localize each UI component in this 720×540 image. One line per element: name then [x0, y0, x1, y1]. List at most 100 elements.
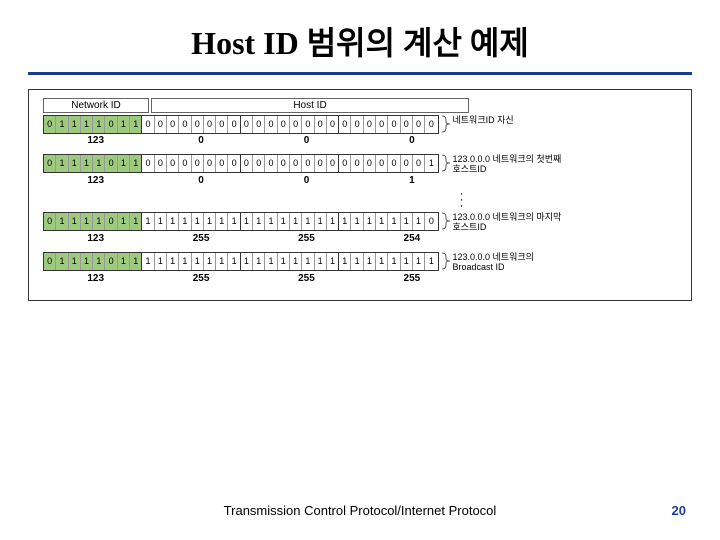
bit-cell: 0: [265, 116, 277, 133]
bit-cell: 0: [105, 253, 117, 270]
decimal-row: 123255255254: [43, 233, 685, 244]
bit-cell: 1: [413, 213, 425, 230]
bit-cell: 1: [364, 253, 376, 270]
decimal-value: 255: [359, 273, 464, 284]
decimal-value: 123: [43, 135, 148, 146]
header-network-id: Network ID: [43, 98, 149, 113]
bit-cell: 1: [118, 155, 130, 172]
bit-cell: 1: [290, 253, 302, 270]
footer-text: Transmission Control Protocol/Internet P…: [0, 503, 720, 518]
bit-cell: 0: [253, 116, 265, 133]
bit-cell: 0: [253, 155, 265, 172]
bit-cell: 1: [118, 253, 130, 270]
bit-cell: 0: [376, 155, 388, 172]
brace-icon: [441, 115, 451, 132]
bit-cell: 1: [56, 116, 68, 133]
bit-cell: 1: [339, 253, 351, 270]
bit-cell: 1: [351, 253, 363, 270]
bit-cell: 1: [69, 213, 81, 230]
bit-cell: 1: [265, 213, 277, 230]
bit-cell: 0: [142, 116, 154, 133]
decimal-value: 0: [359, 135, 464, 146]
bit-cell: 0: [241, 155, 253, 172]
bit-cell: 1: [93, 253, 105, 270]
bit-cell: 0: [179, 155, 191, 172]
bit-cell: 1: [413, 253, 425, 270]
decimal-value: 123: [43, 175, 148, 186]
bit-cell: 0: [216, 155, 228, 172]
bit-cell: 0: [315, 155, 327, 172]
bit-cell: 1: [290, 213, 302, 230]
bit-cell: 0: [364, 155, 376, 172]
bit-cell: 1: [388, 253, 400, 270]
bit-row: 01111011000000000000000000000001 123.0.0.…: [39, 154, 685, 174]
bit-cell: 1: [253, 213, 265, 230]
bit-cell: 0: [302, 155, 314, 172]
decimal-value: 0: [254, 175, 359, 186]
bit-cell: 1: [265, 253, 277, 270]
bit-cell: 0: [241, 116, 253, 133]
bit-cell: 1: [302, 253, 314, 270]
decimal-row: 123001: [43, 175, 685, 186]
bit-cell: 1: [69, 155, 81, 172]
bit-cell: 1: [376, 213, 388, 230]
bit-cell: 1: [179, 213, 191, 230]
bit-cell: 1: [130, 155, 142, 172]
bits-container: 01111011000000000000000000000001: [43, 154, 439, 173]
bit-cell: 1: [351, 213, 363, 230]
row-label: 123.0.0.0 네트워크의 Broadcast ID: [453, 252, 563, 272]
title-rule: [28, 72, 692, 75]
bit-cell: 1: [130, 213, 142, 230]
bit-row: 01111011111111111111111111111110 123.0.0.…: [39, 212, 685, 232]
bit-cell: 0: [425, 213, 437, 230]
vertical-dots-icon: ···: [239, 190, 685, 208]
decimal-value: 0: [148, 175, 253, 186]
bit-cell: 1: [339, 213, 351, 230]
bit-cell: 0: [339, 116, 351, 133]
bit-cell: 1: [425, 155, 437, 172]
bit-cell: 0: [315, 116, 327, 133]
decimal-value: 1: [359, 175, 464, 186]
page-number: 20: [672, 503, 686, 518]
bit-cell: 0: [302, 116, 314, 133]
bit-cell: 0: [44, 155, 56, 172]
bit-cell: 1: [364, 213, 376, 230]
decimal-value: 123: [43, 233, 148, 244]
bit-cell: 1: [327, 253, 339, 270]
bit-cell: 1: [302, 213, 314, 230]
bit-cell: 1: [56, 253, 68, 270]
bit-cell: 0: [155, 116, 167, 133]
bit-cell: 0: [44, 116, 56, 133]
row-label: 123.0.0.0 네트워크의 첫번째 호스트ID: [453, 154, 563, 174]
bits-container: 01111011111111111111111111111111: [43, 252, 439, 271]
bit-cell: 1: [56, 213, 68, 230]
bits-container: 01111011111111111111111111111110: [43, 212, 439, 231]
bit-cell: 0: [327, 155, 339, 172]
bit-cell: 0: [105, 213, 117, 230]
bit-cell: 0: [216, 116, 228, 133]
bit-cell: 0: [228, 155, 240, 172]
bit-row: 01111011111111111111111111111111 123.0.0.…: [39, 252, 685, 272]
bit-cell: 0: [228, 116, 240, 133]
bit-cell: 1: [81, 155, 93, 172]
bit-cell: 1: [142, 253, 154, 270]
row-label: 네트워크ID 자신: [453, 115, 563, 125]
bit-cell: 1: [425, 253, 437, 270]
row-label: 123.0.0.0 네트워크의 마지막 호스트ID: [453, 212, 563, 232]
decimal-value: 255: [148, 233, 253, 244]
bit-cell: 0: [388, 155, 400, 172]
bit-cell: 0: [192, 116, 204, 133]
bit-cell: 1: [192, 213, 204, 230]
bit-cell: 0: [413, 155, 425, 172]
bit-cell: 1: [179, 253, 191, 270]
bit-cell: 1: [204, 213, 216, 230]
bit-cell: 0: [44, 213, 56, 230]
bit-cell: 0: [179, 116, 191, 133]
bit-cell: 1: [228, 253, 240, 270]
bit-cell: 1: [130, 253, 142, 270]
bit-cell: 1: [278, 213, 290, 230]
bit-cell: 1: [376, 253, 388, 270]
bit-cell: 0: [364, 116, 376, 133]
bit-cell: 1: [81, 213, 93, 230]
bit-cell: 0: [278, 116, 290, 133]
